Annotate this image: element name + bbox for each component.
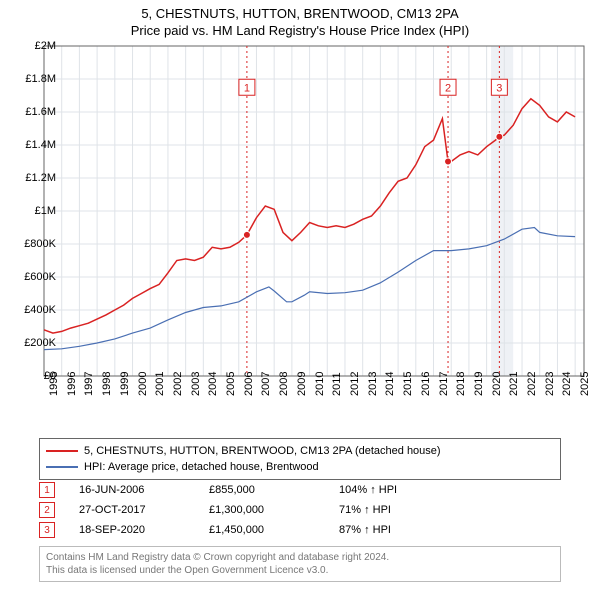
y-axis-label: £2M (16, 40, 56, 52)
x-axis-label: 2002 (172, 372, 184, 396)
x-axis-label: 2020 (491, 372, 503, 396)
footer-line: Contains HM Land Registry data © Crown c… (46, 551, 554, 564)
transaction-table: 1 16-JUN-2006£855,000104% ↑ HPI 2 27-OCT-20… (39, 480, 561, 540)
x-axis-label: 1998 (101, 372, 113, 396)
x-axis-label: 2015 (402, 372, 414, 396)
legend-label: 5, CHESTNUTS, HUTTON, BRENTWOOD, CM13 2P… (84, 445, 441, 457)
transaction-pct: 87% ↑ HPI (339, 524, 561, 536)
x-axis-label: 2010 (314, 372, 326, 396)
svg-text:2: 2 (445, 82, 451, 94)
x-axis-label: 2016 (420, 372, 432, 396)
transaction-pct: 71% ↑ HPI (339, 504, 561, 516)
transaction-date: 16-JUN-2006 (79, 484, 209, 496)
legend-swatch (46, 466, 78, 468)
transaction-price: £1,300,000 (209, 504, 339, 516)
x-axis-label: 2013 (367, 372, 379, 396)
x-axis-label: 2014 (384, 372, 396, 396)
legend-row: HPI: Average price, detached house, Bren… (46, 459, 554, 475)
svg-text:3: 3 (496, 82, 502, 94)
x-axis-label: 2006 (243, 372, 255, 396)
x-axis-label: 2005 (225, 372, 237, 396)
x-axis-label: 2023 (544, 372, 556, 396)
x-axis-label: 2009 (296, 372, 308, 396)
y-axis-label: £1.8M (16, 73, 56, 85)
x-axis-label: 2019 (473, 372, 485, 396)
x-axis-label: 2001 (154, 372, 166, 396)
x-axis-label: 2012 (349, 372, 361, 396)
x-axis-label: 2011 (331, 372, 343, 396)
y-axis-label: £400K (16, 304, 56, 316)
x-axis-label: 2000 (137, 372, 149, 396)
y-axis-label: £800K (16, 238, 56, 250)
chart-plot: 1 2 3 (44, 46, 584, 376)
svg-text:1: 1 (244, 82, 250, 94)
chart-subtitle: Price paid vs. HM Land Registry's House … (0, 21, 600, 38)
x-axis-label: 2004 (207, 372, 219, 396)
x-axis-label: 1997 (83, 372, 95, 396)
x-axis-label: 2018 (455, 372, 467, 396)
transaction-marker: 2 (39, 502, 55, 518)
y-axis-label: £200K (16, 337, 56, 349)
x-axis-label: 2008 (278, 372, 290, 396)
transaction-price: £855,000 (209, 484, 339, 496)
y-axis-label: £600K (16, 271, 56, 283)
legend-row: 5, CHESTNUTS, HUTTON, BRENTWOOD, CM13 2P… (46, 443, 554, 459)
x-axis-label: 2022 (526, 372, 538, 396)
transaction-marker: 3 (39, 522, 55, 538)
transaction-price: £1,450,000 (209, 524, 339, 536)
x-axis-label: 1996 (66, 372, 78, 396)
x-axis-label: 2017 (438, 372, 450, 396)
y-axis-label: £1M (16, 205, 56, 217)
legend: 5, CHESTNUTS, HUTTON, BRENTWOOD, CM13 2P… (39, 438, 561, 480)
y-axis-label: £1.2M (16, 172, 56, 184)
y-axis-label: £1.6M (16, 106, 56, 118)
x-axis-label: 2021 (508, 372, 520, 396)
x-axis-label: 1995 (48, 372, 60, 396)
transaction-row: 3 18-SEP-2020£1,450,00087% ↑ HPI (39, 520, 561, 540)
transaction-row: 2 27-OCT-2017£1,300,00071% ↑ HPI (39, 500, 561, 520)
x-axis-label: 2025 (579, 372, 591, 396)
x-axis-label: 1999 (119, 372, 131, 396)
footer-line: This data is licensed under the Open Gov… (46, 564, 554, 577)
x-axis-label: 2003 (190, 372, 202, 396)
legend-label: HPI: Average price, detached house, Bren… (84, 461, 319, 473)
y-axis-label: £1.4M (16, 139, 56, 151)
transaction-date: 27-OCT-2017 (79, 504, 209, 516)
transaction-row: 1 16-JUN-2006£855,000104% ↑ HPI (39, 480, 561, 500)
transaction-date: 18-SEP-2020 (79, 524, 209, 536)
x-axis-label: 2007 (260, 372, 272, 396)
footer-credits: Contains HM Land Registry data © Crown c… (39, 546, 561, 582)
chart-title: 5, CHESTNUTS, HUTTON, BRENTWOOD, CM13 2P… (0, 0, 600, 21)
legend-swatch (46, 450, 78, 452)
x-axis-label: 2024 (561, 372, 573, 396)
transaction-pct: 104% ↑ HPI (339, 484, 561, 496)
transaction-marker: 1 (39, 482, 55, 498)
